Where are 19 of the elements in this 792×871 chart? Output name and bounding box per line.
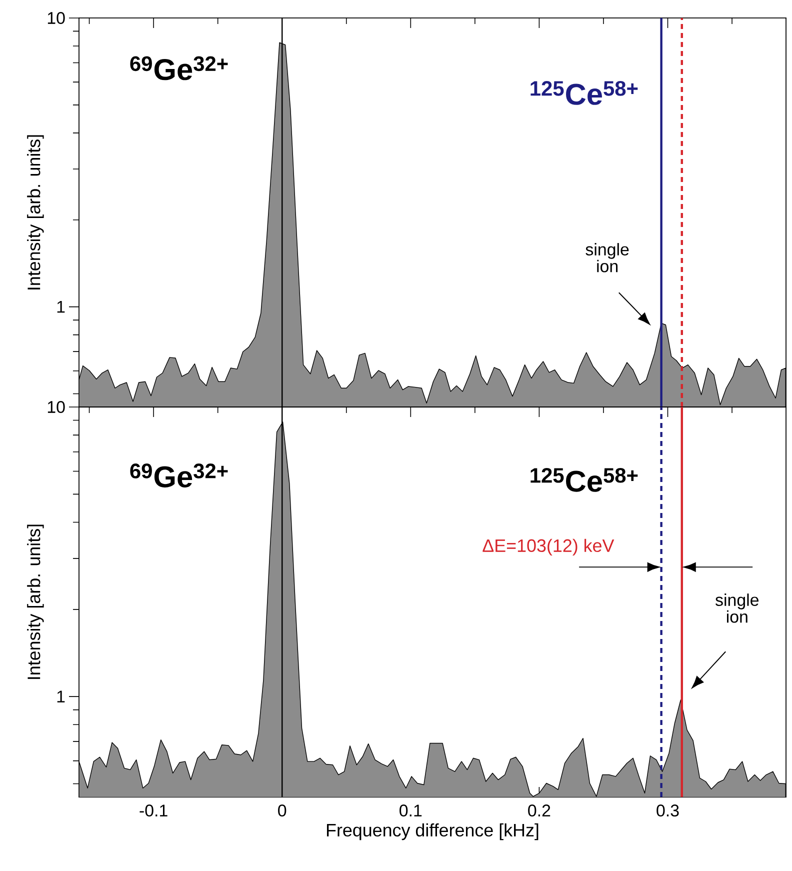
annotation: $^{69}$Ge$^{32+}$ xyxy=(130,464,228,488)
annotation: $^{125}$Ce$^{58+}$ xyxy=(530,468,638,492)
y-tick-label: 10 xyxy=(48,401,65,413)
annotation: single ion xyxy=(586,243,629,272)
x-tick-label: -0.1 xyxy=(140,804,168,817)
x-tick-label: 0.2 xyxy=(528,804,550,817)
y-tick-label: 10 xyxy=(48,12,65,24)
ref-line-label: $^{125}$Ce$^{58+}$ xyxy=(530,81,638,105)
x-tick-label: 0.3 xyxy=(656,804,679,817)
y-axis-title: Intensity [arb. units] xyxy=(27,524,44,679)
y-tick-label: 1 xyxy=(57,690,65,702)
x-axis-title: Frequency difference [kHz] xyxy=(326,823,538,840)
y-axis-title: Intensity [arb. units] xyxy=(27,135,44,290)
y-tick-label: 1 xyxy=(57,300,65,313)
x-tick-label: 0.1 xyxy=(400,804,422,817)
annotation: single ion xyxy=(716,594,759,623)
annotation: $^{69}$Ge$^{32+}$ xyxy=(130,56,228,80)
annotation: ΔE=103(12) keV xyxy=(482,538,614,556)
x-tick-label: 0 xyxy=(278,804,286,817)
